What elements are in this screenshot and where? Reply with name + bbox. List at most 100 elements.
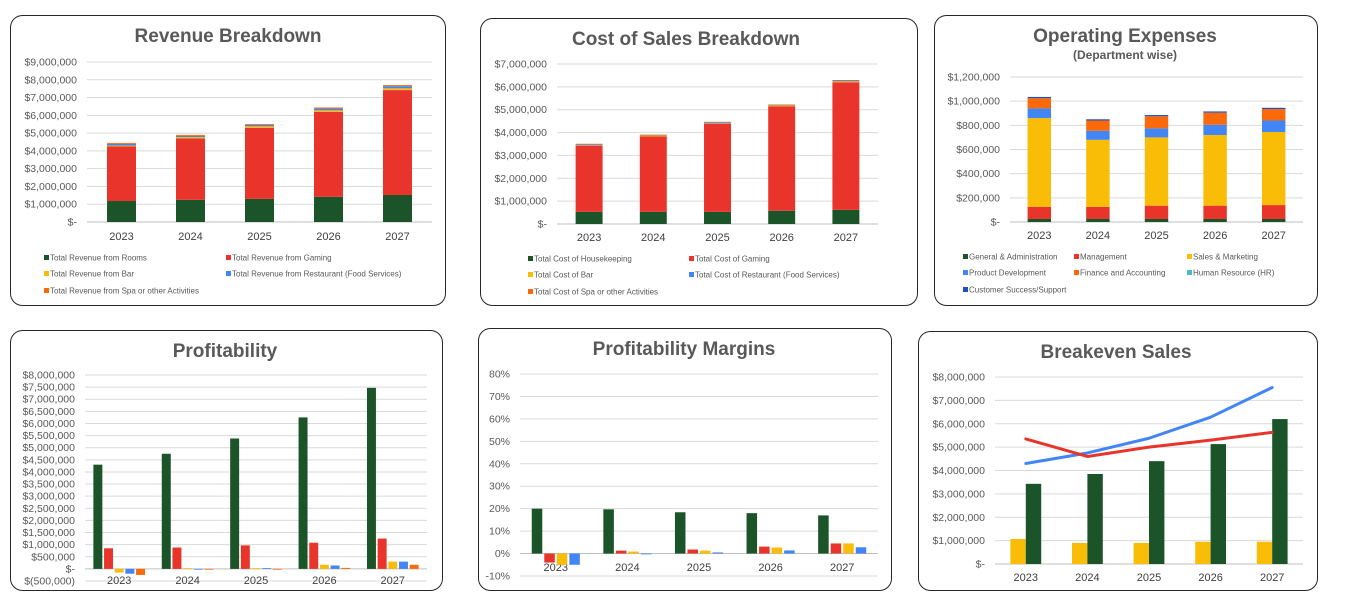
bar[interactable] [712, 552, 724, 554]
bar-segment[interactable] [176, 134, 205, 136]
bar[interactable] [262, 568, 272, 569]
bar[interactable] [843, 543, 854, 554]
bar-segment[interactable] [1144, 116, 1169, 129]
bar-segment[interactable] [314, 107, 343, 109]
bar-segment[interactable] [575, 143, 603, 145]
bar[interactable] [544, 553, 555, 563]
bar[interactable] [125, 568, 135, 574]
bar-segment[interactable] [639, 135, 667, 137]
chart-frame[interactable] [480, 18, 918, 306]
bar-segment[interactable] [1086, 120, 1110, 131]
bar[interactable] [309, 542, 319, 569]
bar-segment[interactable] [639, 134, 667, 136]
bar-segment[interactable] [1261, 205, 1286, 219]
bar[interactable] [700, 550, 711, 554]
bar-segment[interactable] [832, 82, 860, 210]
bar[interactable] [251, 568, 261, 569]
bar[interactable] [298, 417, 308, 569]
bar-segment[interactable] [639, 211, 667, 224]
bar[interactable] [193, 568, 203, 570]
bar-segment[interactable] [1144, 128, 1169, 138]
bar-segment[interactable] [704, 122, 731, 124]
legend-item[interactable]: Total Revenue from Rooms [44, 254, 147, 263]
legend-item[interactable]: Total Cost of Restaurant (Food Services) [689, 271, 840, 280]
bar-segment[interactable] [1203, 112, 1227, 125]
bar[interactable] [240, 545, 250, 569]
bar-segment[interactable] [1144, 205, 1169, 219]
bar-segment[interactable] [1203, 218, 1227, 222]
bar-segment[interactable] [383, 86, 412, 89]
bar[interactable] [603, 509, 614, 554]
bar[interactable] [93, 464, 103, 569]
bar-segment[interactable] [245, 126, 274, 128]
bar-segment[interactable] [314, 110, 343, 112]
legend-item[interactable]: Finance and Accounting [1074, 269, 1165, 278]
bar-segment[interactable] [1086, 119, 1110, 121]
bar[interactable] [830, 543, 842, 554]
legend-item[interactable]: Total Revenue from Spa or other Activiti… [44, 287, 199, 296]
bar[interactable] [398, 561, 408, 569]
bar[interactable] [855, 547, 867, 554]
legend-item[interactable]: Management [1074, 253, 1127, 262]
bar-segment[interactable] [1027, 206, 1052, 219]
legend-item[interactable]: Product Development [963, 269, 1047, 278]
bar-segment[interactable] [314, 108, 343, 111]
bar-segment[interactable] [176, 135, 205, 138]
series-line[interactable] [1024, 430, 1274, 458]
bar[interactable] [136, 568, 146, 575]
bar-segment[interactable] [768, 210, 796, 224]
bar-segment[interactable] [176, 199, 205, 222]
bar[interactable] [674, 512, 686, 554]
bar-segment[interactable] [107, 201, 136, 222]
legend-item[interactable]: Human Resource (HR) [1187, 269, 1275, 278]
bar-segment[interactable] [1261, 131, 1286, 206]
bar-segment[interactable] [314, 196, 343, 222]
bar[interactable] [1133, 542, 1149, 564]
bar[interactable] [341, 567, 351, 569]
bar[interactable] [759, 546, 770, 554]
bar-segment[interactable] [1144, 218, 1169, 222]
bar[interactable] [183, 568, 193, 569]
bar-segment[interactable] [245, 124, 274, 127]
legend-item[interactable]: Total Cost of Gaming [689, 255, 770, 264]
bar-segment[interactable] [1261, 120, 1286, 132]
bar[interactable] [784, 550, 795, 554]
bar-segment[interactable] [1086, 206, 1110, 219]
bar[interactable] [114, 568, 124, 573]
bar[interactable] [319, 564, 329, 569]
bar-segment[interactable] [383, 194, 412, 222]
bar[interactable] [1010, 538, 1026, 564]
bar-segment[interactable] [704, 121, 731, 123]
bar[interactable] [366, 387, 376, 569]
bar-segment[interactable] [107, 143, 136, 146]
bar[interactable] [1256, 541, 1273, 564]
bar-segment[interactable] [1144, 115, 1169, 117]
bar-segment[interactable] [832, 80, 860, 82]
bar-segment[interactable] [575, 145, 603, 212]
bar-segment[interactable] [1027, 118, 1052, 207]
chart-frame[interactable] [10, 15, 446, 306]
bar[interactable] [615, 550, 627, 554]
bar-segment[interactable] [639, 135, 667, 136]
bar[interactable] [771, 547, 783, 554]
bar-segment[interactable] [314, 111, 343, 197]
bar-segment[interactable] [107, 142, 136, 144]
bar[interactable] [172, 547, 182, 569]
bar[interactable] [1149, 461, 1165, 564]
series-line[interactable] [1024, 386, 1274, 465]
bar-segment[interactable] [832, 80, 860, 81]
bar-segment[interactable] [245, 127, 274, 199]
bar-segment[interactable] [1027, 96, 1052, 99]
bar[interactable] [556, 553, 568, 565]
bar-segment[interactable] [1261, 218, 1286, 222]
chart-frame[interactable] [478, 328, 892, 591]
legend-item[interactable]: Total Revenue from Gaming [226, 254, 332, 263]
bar-segment[interactable] [1203, 135, 1227, 206]
bar-segment[interactable] [639, 136, 667, 212]
bar-segment[interactable] [107, 145, 136, 147]
bar-segment[interactable] [575, 211, 603, 224]
bar[interactable] [687, 549, 698, 554]
bar-segment[interactable] [575, 144, 603, 146]
legend-item[interactable]: Total Revenue from Bar [44, 270, 134, 279]
bar-segment[interactable] [1086, 130, 1110, 140]
